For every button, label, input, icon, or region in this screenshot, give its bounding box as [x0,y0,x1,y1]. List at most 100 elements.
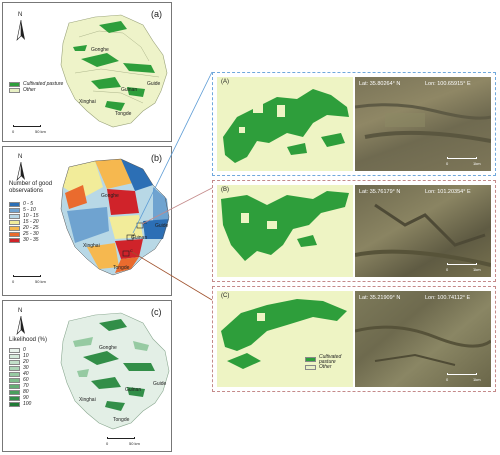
latitude-label: Lat: 35.21909° N [359,295,401,301]
latitude-label: Lat: 35.80264° N [359,81,401,87]
zoom-label: (B) [221,187,229,193]
legend-label: 90 [23,395,29,401]
scale-label: 1km [473,161,481,166]
longitude-label: Lon: 100.74112° E [425,295,471,301]
legend-title: Likelihood (%) [9,337,48,343]
legend-label: 30 [23,365,29,371]
likelihood-patches [83,319,155,411]
legend-label: 60 [23,377,29,383]
legend-swatch [9,359,20,365]
classified-shapes [221,299,347,369]
legend-swatch [9,213,20,219]
zoom-label: (C) [221,293,230,299]
satellite-image: Lat: 35.80264° N Lon: 100.65915° E 0 1km [355,77,491,171]
longitude-label: Lon: 100.65915° E [425,81,471,87]
scale-zero: 0 [446,267,449,272]
panel-c-map [60,312,170,430]
panel-b: N (b) Number of good observations 0 - 5 … [2,146,172,296]
legend-label: 20 - 25 [23,225,39,231]
classified-map: (A) [217,77,353,171]
legend-swatch [9,231,20,237]
town-label: Guide [153,381,167,387]
zoom-label: (A) [221,79,229,85]
zoom-legend: Cultivated pasture Other [305,353,349,370]
town-label: Tongde [113,417,130,423]
legend-swatch [9,365,20,371]
legend-swatch [9,81,20,87]
legend-swatch [9,395,20,401]
legend-label: 20 [23,359,29,365]
zoom-box-label: A [133,232,136,237]
legend: 0 10 20 30 40 60 70 80 90 100 [9,347,31,407]
classified-map: (C) Cultivated pasture Other [217,291,353,387]
legend-label: 80 [23,389,29,395]
scale-zero: 0 [446,161,449,166]
town-label: Guide [155,223,169,229]
north-label: N [18,12,23,18]
town-label: Xinghai [83,243,100,249]
legend-swatch [9,401,20,407]
legend-label: 5 - 10 [23,207,36,213]
legend-label: 10 - 15 [23,213,39,219]
cultivated-patches [73,21,155,111]
satellite-image: Lat: 35.76179° N Lon: 101.20354° E 0 1km [355,185,491,277]
legend-label: 70 [23,383,29,389]
zoom-panel-a: (A) Lat: 35.80264° N Lon: 100.65915° E 0… [212,72,496,176]
legend-swatch [9,347,20,353]
legend-swatch [9,389,20,395]
legend-label: 0 [23,347,26,353]
zoom-panel-c: (C) Cultivated pasture Other Lat: 35.219… [212,286,496,392]
latitude-label: Lat: 35.76179° N [359,189,401,195]
legend-swatch [9,371,20,377]
town-label: Xinghai [79,397,96,403]
legend-label: Other [23,87,36,93]
panel-c: N (c) Likelihood (%) 0 10 20 30 40 60 70… [2,300,172,452]
panel-a-map [60,14,168,128]
legend-swatch [9,383,20,389]
town-label: Xinghai [79,99,96,105]
town-label: Guinan [121,87,138,93]
legend-label: Cultivated pasture [319,353,342,365]
zoom-panel-b: (B) Lat: 35.76179° N Lon: 101.20354° E 0… [212,180,496,282]
panel-label: (b) [151,153,162,163]
legend-swatch [9,87,20,93]
panel-label: (c) [151,307,162,317]
legend-swatch [305,357,316,362]
satellite-image: Lat: 35.21909° N Lon: 100.74112° E 0 1km [355,291,491,387]
legend-label: 25 - 30 [23,231,39,237]
legend-label: 0 - 5 [23,201,34,207]
scale-label: 1km [473,377,481,382]
legend-swatch [9,237,20,243]
classified-shapes [223,89,349,163]
legend-label: 15 - 20 [23,219,39,225]
town-label: Guinan [131,235,148,241]
legend-label: 30 - 35 [23,237,39,243]
scale-zero: 0 [12,129,15,134]
legend-swatch [9,353,20,359]
classified-shapes [221,191,349,261]
town-label: Gonghe [91,47,109,53]
legend-label: Other [319,364,332,370]
legend: 0 - 5 5 - 10 10 - 15 15 - 20 20 - 25 25 … [9,201,39,243]
zoom-box-label: B [144,220,147,225]
legend-swatch [9,377,20,383]
north-arrow-icon [16,162,25,181]
scale-zero: 0 [106,441,109,446]
scale-label: 50 km [129,441,140,446]
town-label: Tongde [115,111,132,117]
panel-a: N (a) Gonghe Guide Guinan Xinghai Tongde… [2,2,172,142]
legend-label: 100 [23,401,32,407]
panel-b-map [60,158,170,276]
legend-swatch [9,207,20,213]
town-label: Gonghe [101,193,119,199]
legend-swatch [9,219,20,225]
classified-map: (B) [217,185,353,277]
north-label: N [18,154,23,160]
legend-swatch [9,201,20,207]
town-label: Guinan [125,387,142,393]
town-label: Tongde [113,265,130,271]
zoom-box-label: C [130,248,133,253]
legend-title: Number of good observations [9,181,53,194]
longitude-label: Lon: 101.20354° E [425,189,471,195]
scale-label: 1km [473,267,481,272]
